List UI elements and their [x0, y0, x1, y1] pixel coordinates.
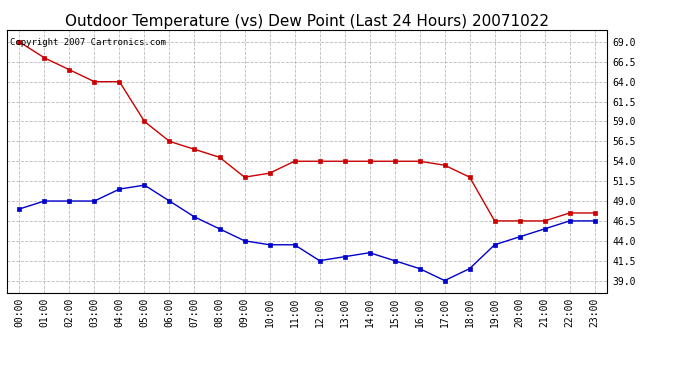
Text: Copyright 2007 Cartronics.com: Copyright 2007 Cartronics.com: [10, 38, 166, 47]
Title: Outdoor Temperature (vs) Dew Point (Last 24 Hours) 20071022: Outdoor Temperature (vs) Dew Point (Last…: [65, 14, 549, 29]
